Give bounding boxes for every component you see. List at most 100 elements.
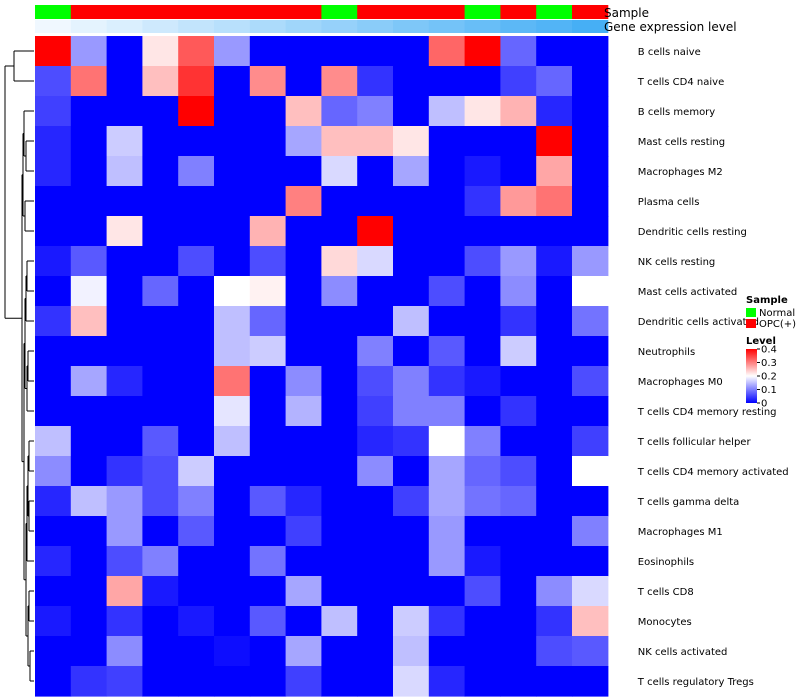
row-label: B cells memory [638, 107, 715, 118]
heatmap-cell [70, 426, 108, 457]
heatmap-cell [35, 396, 72, 427]
expression-track-cell [572, 20, 609, 33]
sample-track-cell [464, 5, 501, 19]
row-label: T cells CD4 memory activated [637, 467, 789, 478]
heatmap-cell [572, 396, 609, 427]
heatmap-cell [35, 126, 72, 157]
heatmap-cell [357, 276, 394, 307]
heatmap-cell [178, 336, 215, 367]
level-tick-label: 0.2 [761, 372, 777, 383]
heatmap-cell [178, 576, 215, 607]
heatmap-cell [142, 186, 179, 217]
heatmap-cell [178, 666, 215, 697]
heatmap-cell [572, 186, 609, 217]
heatmap-cell [285, 336, 322, 367]
heatmap-cell [70, 216, 108, 247]
heatmap-cell [178, 606, 215, 637]
row-label: T cells regulatory Tregs [637, 677, 754, 688]
heatmap-cell [35, 216, 72, 247]
heatmap-cell [321, 306, 358, 337]
heatmap-cell [464, 156, 501, 187]
heatmap-cell [321, 666, 358, 697]
heatmap-cell [572, 96, 609, 127]
row-label: Plasma cells [638, 197, 700, 208]
heatmap-cell [35, 276, 72, 307]
heatmap-cell [178, 186, 215, 217]
heatmap-cell [35, 516, 72, 547]
heatmap-cell [464, 36, 501, 67]
heatmap-cell [214, 576, 251, 607]
heatmap-cell [249, 426, 287, 457]
heatmap-cell [428, 396, 466, 427]
heatmap-cell [393, 36, 430, 67]
heatmap-cell [536, 276, 573, 307]
heatmap-cell [464, 666, 501, 697]
heatmap-cell [393, 306, 430, 337]
heatmap-cell [321, 486, 358, 517]
heatmap-cell [35, 336, 72, 367]
heatmap-cell [428, 606, 466, 637]
heatmap-cell [142, 366, 179, 397]
expression-track-cell [249, 20, 287, 33]
heatmap-cell [249, 66, 287, 97]
heatmap-cell [321, 216, 358, 247]
heatmap-cell [572, 126, 609, 157]
heatmap-cell [357, 546, 394, 577]
heatmap-cell [142, 36, 179, 67]
expression-track-cell [393, 20, 430, 33]
heatmap-cell [285, 516, 322, 547]
heatmap-cell [536, 426, 573, 457]
heatmap-cell [214, 396, 251, 427]
heatmap-cell [106, 216, 143, 247]
heatmap-cell [428, 276, 466, 307]
heatmap-cell [357, 336, 394, 367]
heatmap-cell [464, 606, 501, 637]
heatmap-cell [428, 636, 466, 667]
heatmap-cell [321, 396, 358, 427]
heatmap-cell [142, 606, 179, 637]
heatmap-cell [464, 636, 501, 667]
heatmap-cell [464, 336, 501, 367]
heatmap-cell [357, 486, 394, 517]
sample-track-cell [70, 5, 108, 19]
heatmap-cell [572, 156, 609, 187]
heatmap-cell [214, 486, 251, 517]
heatmap-cell [393, 366, 430, 397]
heatmap-cell [357, 606, 394, 637]
heatmap-cell [321, 636, 358, 667]
heatmap-cell [249, 366, 287, 397]
heatmap-cell [35, 486, 72, 517]
heatmap-cell [393, 486, 430, 517]
heatmap-cell [321, 156, 358, 187]
heatmap-cell [464, 516, 501, 547]
heatmap-cell [35, 186, 72, 217]
heatmap-cell [178, 276, 215, 307]
heatmap-cell [35, 246, 72, 277]
heatmap-cell [35, 456, 72, 487]
heatmap-cell [106, 186, 143, 217]
heatmap-cell [428, 666, 466, 697]
heatmap-cell [464, 276, 501, 307]
heatmap-cell [536, 216, 573, 247]
heatmap-cell [500, 126, 537, 157]
heatmap-cell [536, 306, 573, 337]
heatmap-cell [536, 576, 573, 607]
heatmap-cell [464, 576, 501, 607]
heatmap-cell [393, 216, 430, 247]
heatmap-cell [178, 216, 215, 247]
heatmap-cell [393, 666, 430, 697]
heatmap-cell [428, 426, 466, 457]
heatmap-cell [285, 186, 322, 217]
heatmap-cell [357, 36, 394, 67]
heatmap-cell [70, 546, 108, 577]
row-label: Macrophages M2 [638, 167, 723, 178]
heatmap-cell [536, 96, 573, 127]
heatmap-cell [357, 156, 394, 187]
heatmap-cell [142, 516, 179, 547]
heatmap-cell [357, 516, 394, 547]
heatmap-cell [428, 546, 466, 577]
heatmap-cell [178, 426, 215, 457]
heatmap-cell [106, 96, 143, 127]
heatmap-cell [70, 606, 108, 637]
heatmap-cell [70, 306, 108, 337]
